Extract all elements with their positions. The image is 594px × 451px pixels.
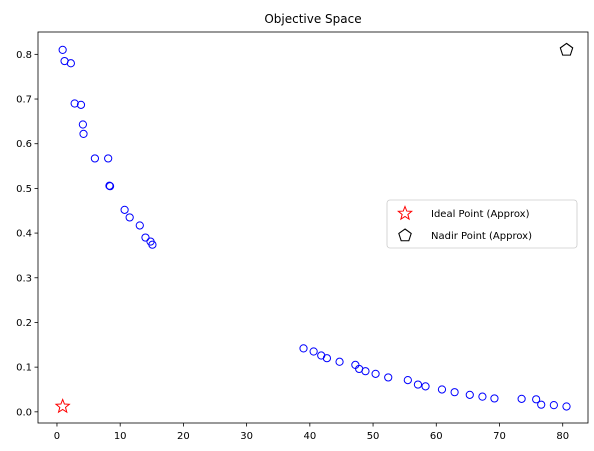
data-point bbox=[70, 99, 79, 108]
data-point bbox=[76, 100, 86, 109]
y-axis: 0.0 0.1 0.2 0.3 0.4 0.5 0.6 0.7 0.8 bbox=[16, 50, 38, 418]
data-point bbox=[135, 221, 144, 230]
legend-label-nadir-point: Nadir Point (Approx) bbox=[431, 231, 532, 242]
x-tick-label: 20 bbox=[177, 431, 190, 442]
x-tick-label: 70 bbox=[493, 431, 506, 442]
x-tick-label: 30 bbox=[240, 431, 253, 442]
data-point bbox=[58, 45, 67, 54]
data-point bbox=[120, 205, 129, 214]
data-point bbox=[517, 394, 526, 403]
y-tick-label: 0.0 bbox=[16, 407, 32, 418]
data-point bbox=[549, 401, 558, 410]
x-tick-label: 80 bbox=[556, 431, 569, 442]
data-point bbox=[105, 182, 115, 191]
y-tick-label: 0.8 bbox=[16, 50, 32, 61]
legend-pentagon-marker bbox=[398, 228, 412, 242]
data-point bbox=[90, 154, 99, 163]
x-tick-label: 40 bbox=[303, 431, 316, 442]
ideal-point-marker bbox=[54, 398, 71, 414]
x-tick-label: 10 bbox=[114, 431, 127, 442]
data-point bbox=[104, 154, 113, 163]
data-point bbox=[78, 120, 87, 129]
chart-title: Objective Space bbox=[264, 12, 361, 26]
data-point bbox=[490, 394, 499, 403]
data-point bbox=[532, 395, 541, 404]
data-point bbox=[309, 347, 318, 356]
data-point bbox=[421, 382, 430, 391]
data-point bbox=[335, 357, 344, 366]
nadir-point-marker bbox=[559, 42, 574, 56]
data-point bbox=[371, 369, 380, 378]
data-point bbox=[384, 373, 393, 382]
data-point bbox=[148, 240, 157, 249]
data-point bbox=[66, 59, 75, 68]
legend-box bbox=[386, 199, 578, 249]
x-tick-label: 60 bbox=[430, 431, 443, 442]
x-axis: 0 10 20 30 40 50 60 70 80 bbox=[54, 423, 569, 442]
data-point bbox=[413, 380, 423, 389]
data-point bbox=[450, 388, 459, 397]
data-point bbox=[299, 344, 308, 353]
data-point bbox=[361, 367, 370, 376]
plot-points bbox=[54, 42, 574, 414]
x-tick-label: 0 bbox=[54, 431, 60, 442]
y-tick-label: 0.7 bbox=[16, 95, 32, 106]
data-point bbox=[562, 402, 571, 411]
y-tick-label: 0.2 bbox=[16, 318, 32, 329]
data-point bbox=[125, 213, 134, 222]
y-tick-label: 0.6 bbox=[16, 139, 32, 150]
legend-star-icon bbox=[397, 205, 413, 221]
data-point bbox=[79, 129, 88, 138]
data-point bbox=[465, 390, 474, 399]
legend-label-ideal-point: Ideal Point (Approx) bbox=[431, 209, 530, 220]
y-tick-label: 0.3 bbox=[16, 273, 32, 284]
y-tick-label: 0.1 bbox=[16, 363, 32, 374]
data-point bbox=[437, 385, 447, 394]
data-point bbox=[403, 376, 412, 385]
plot-frame bbox=[37, 31, 589, 424]
legend: Ideal Point (Approx) Nadir Point (Approx… bbox=[386, 199, 578, 249]
data-point bbox=[537, 400, 546, 409]
data-point bbox=[478, 392, 487, 401]
y-tick-label: 0.5 bbox=[16, 184, 32, 195]
legend-star-marker bbox=[397, 205, 413, 221]
legend-pentagon-icon bbox=[398, 228, 412, 242]
x-tick-label: 50 bbox=[367, 431, 380, 442]
data-point bbox=[322, 354, 332, 363]
data-point bbox=[141, 233, 150, 242]
y-tick-label: 0.4 bbox=[16, 229, 32, 240]
